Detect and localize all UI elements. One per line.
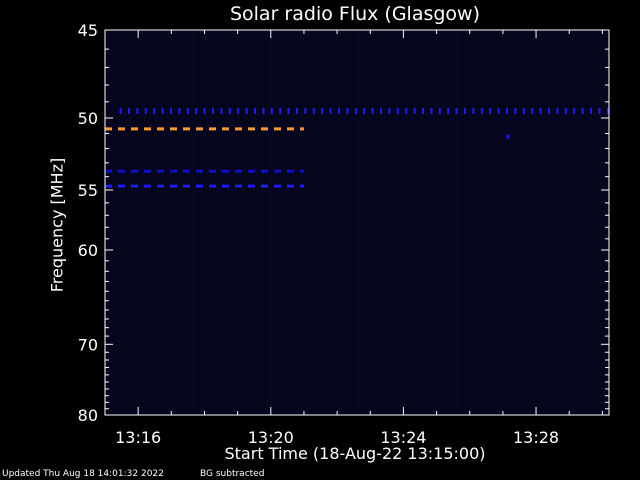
emission-marker	[489, 108, 492, 114]
y-tick-label: 70	[78, 335, 98, 354]
emission-marker	[338, 108, 340, 114]
emission-marker	[312, 108, 315, 114]
emission-marker	[195, 108, 198, 114]
emission-marker	[388, 108, 391, 114]
emission-marker	[548, 108, 550, 114]
y-tick-label: 45	[78, 21, 98, 40]
emission-marker	[296, 108, 298, 114]
emission-marker	[346, 108, 349, 114]
emission-marker	[237, 108, 240, 114]
emission-marker	[136, 108, 139, 114]
emission-marker	[430, 108, 433, 114]
emission-marker	[287, 108, 290, 114]
emission-marker	[371, 108, 374, 114]
emission-marker	[354, 108, 357, 114]
emission-marker	[522, 108, 525, 114]
emission-marker	[539, 108, 542, 114]
emission-features	[105, 108, 609, 188]
y-tick-label: 50	[78, 109, 98, 128]
emission-marker	[506, 108, 508, 114]
y-tick-label: 60	[78, 241, 98, 260]
emission-marker	[178, 108, 181, 114]
emission-marker	[464, 108, 466, 114]
emission-marker	[405, 108, 408, 114]
x-axis-label: Start Time (18-Aug-22 13:15:00)	[224, 444, 486, 463]
emission-marker	[203, 108, 206, 114]
emission-marker	[396, 108, 399, 114]
emission-marker	[245, 108, 248, 114]
x-tick-label: 13:16	[115, 428, 161, 447]
emission-marker	[514, 108, 517, 114]
emission-marker	[413, 108, 416, 114]
emission-marker	[497, 108, 500, 114]
emission-marker	[581, 108, 584, 114]
emission-marker	[472, 108, 475, 114]
x-tick-label: 13:24	[380, 428, 426, 447]
plot-frame	[104, 29, 610, 416]
emission-marker	[186, 108, 189, 114]
emission-marker	[447, 108, 450, 114]
emission-marker	[606, 108, 609, 114]
footer-bg-note: BG subtracted	[200, 469, 265, 479]
emission-dot	[506, 134, 510, 139]
emission-marker	[128, 108, 130, 114]
emission-marker	[212, 108, 214, 114]
emission-marker	[329, 108, 332, 114]
emission-marker	[380, 108, 382, 114]
emission-marker	[531, 108, 534, 114]
footer-updated-timestamp: Updated Thu Aug 18 14:01:32 2022	[2, 469, 164, 479]
x-axis-ticks: 13:16 13:20 13:24 13:28	[104, 30, 603, 447]
y-tick-label: 80	[78, 406, 98, 425]
x-tick-label: 13:20	[248, 428, 294, 447]
plot-area	[105, 30, 609, 415]
emission-marker	[480, 108, 483, 114]
emission-marker	[119, 108, 122, 114]
chart-title: Solar radio Flux (Glasgow)	[229, 3, 481, 25]
y-axis-label: Frequency [MHz]	[47, 157, 67, 293]
emission-marker	[254, 108, 256, 114]
emission-marker	[144, 108, 147, 114]
y-tick-label: 55	[78, 181, 98, 200]
spectrogram-stripes	[106, 31, 605, 414]
emission-marker	[279, 108, 282, 114]
emission-marker	[304, 108, 307, 114]
emission-marker	[455, 108, 458, 114]
emission-marker	[422, 108, 424, 114]
y-axis-ticks: 45 50 55 60 70 80	[78, 21, 609, 425]
emission-marker	[598, 108, 601, 114]
emission-marker	[161, 108, 164, 114]
emission-marker	[363, 108, 366, 114]
emission-marker	[170, 108, 172, 114]
emission-marker	[321, 108, 324, 114]
emission-marker	[590, 108, 592, 114]
emission-marker	[270, 108, 273, 114]
emission-marker	[438, 108, 441, 114]
x-tick-label: 13:28	[513, 428, 559, 447]
emission-marker	[262, 108, 265, 114]
emission-marker	[228, 108, 231, 114]
emission-marker	[556, 108, 559, 114]
emission-marker	[153, 108, 156, 114]
emission-marker	[220, 108, 223, 114]
emission-marker	[564, 108, 567, 114]
emission-marker	[573, 108, 576, 114]
